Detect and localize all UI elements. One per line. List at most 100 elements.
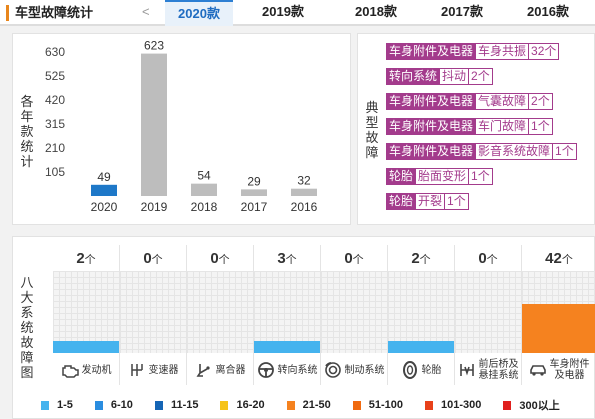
fault-name: 车身共振 [476, 43, 530, 60]
fault-item[interactable]: 轮胎 胎面变形 1个 [386, 168, 577, 185]
header: 车型故障统计 < 2020款 2019款 2018款 2017款 2016款 [0, 0, 595, 26]
system-count-unit: 个 [84, 254, 96, 266]
y-tick-label: 315 [45, 117, 65, 131]
x-tick-label: 2016 [291, 200, 318, 214]
fault-item[interactable]: 轮胎 开裂 1个 [386, 193, 577, 210]
bar-2019[interactable] [141, 53, 167, 196]
tab-2017[interactable]: 2017款 [441, 4, 483, 19]
system-label: 前后桥及 悬挂系统 [455, 355, 521, 385]
system-count: 2个 [53, 245, 119, 271]
legend-label: 1-5 [57, 399, 73, 411]
x-tick-label: 2019 [141, 200, 168, 214]
fault-item[interactable]: 转向系统 抖动 2个 [386, 68, 577, 85]
system-label: 离合器 [187, 355, 253, 385]
system-label-text: 变速器 [148, 364, 179, 376]
system-count: 2个 [388, 245, 454, 271]
gear-shift-icon [128, 361, 146, 379]
fault-name: 影音系统故障 [476, 143, 554, 160]
x-tick-label: 2017 [241, 200, 268, 214]
system-column[interactable]: 0个 制动系统 [321, 245, 388, 385]
system-count-value: 2 [411, 250, 420, 267]
system-count-unit: 个 [151, 254, 163, 266]
system-column[interactable]: 0个离合器 [187, 245, 254, 385]
system-label-text: 离合器 [215, 364, 246, 376]
system-count: 0个 [455, 245, 521, 271]
yearly-side-label: 各年款统计 [20, 94, 34, 169]
system-level-area [455, 271, 521, 353]
system-level-fill [254, 340, 320, 353]
bar-2017[interactable] [241, 189, 267, 196]
system-column[interactable]: 42个 车身附件 及电器 [522, 245, 595, 385]
fault-item[interactable]: 车身附件及电器 气囊故障 2个 [386, 93, 577, 110]
legend-swatch [154, 400, 163, 410]
y-tick-label: 630 [45, 45, 65, 59]
system-count-value: 0 [143, 250, 152, 267]
system-count-unit: 个 [561, 254, 573, 266]
fault-count: 2个 [529, 93, 553, 110]
legend-label: 6-10 [110, 399, 133, 411]
car-body-icon [529, 361, 547, 379]
system-column[interactable]: 0个变速器 [120, 245, 187, 385]
typical-faults-panel: 典型故障 车身附件及电器 车身共振 32个 转向系统 抖动 2个 车身附件及电器 气囊故障 2个… [357, 33, 595, 225]
system-label: 变速器 [120, 355, 186, 385]
x-tick-label: 2018 [191, 200, 218, 214]
fault-item[interactable]: 车身附件及电器 影音系统故障 1个 [386, 143, 577, 160]
fault-count: 32个 [529, 43, 560, 60]
fault-item[interactable]: 车身附件及电器 车门故障 1个 [386, 118, 577, 135]
fault-name: 抖动 [440, 68, 470, 85]
fault-name: 气囊故障 [476, 93, 530, 110]
fault-count: 1个 [529, 118, 553, 135]
system-label: 轮胎 [388, 355, 454, 385]
chevron-left-icon[interactable]: < [142, 4, 150, 19]
legend-item: 6-10 [94, 397, 133, 413]
system-count-value: 2 [76, 250, 85, 267]
system-count-unit: 个 [218, 254, 230, 266]
y-tick-label: 420 [45, 93, 65, 107]
system-level-area [522, 271, 595, 353]
fault-category: 车身附件及电器 [386, 118, 477, 135]
system-level-fill [522, 303, 595, 353]
legend-item: 101-300 [425, 397, 481, 413]
fault-count: 1个 [469, 168, 493, 185]
system-column[interactable]: 2个轮胎 [388, 245, 455, 385]
system-count-value: 0 [210, 250, 219, 267]
bar-2018[interactable] [191, 183, 217, 196]
tab-2016[interactable]: 2016款 [527, 4, 569, 19]
systems-side-label: 八大系统故障图 [20, 275, 34, 380]
system-level-area [187, 271, 253, 353]
system-count-value: 0 [478, 250, 487, 267]
system-label: 车身附件 及电器 [522, 355, 595, 385]
legend-item: 16-20 [220, 397, 265, 413]
legend-swatch [94, 400, 103, 410]
tire-icon [401, 361, 419, 379]
fault-category: 车身附件及电器 [386, 143, 477, 160]
clutch-pedal-icon [195, 361, 213, 379]
system-label: 转向系统 [254, 355, 320, 385]
fault-item[interactable]: 车身附件及电器 车身共振 32个 [386, 43, 577, 60]
tab-2020[interactable]: 2020款 [165, 0, 233, 26]
engine-icon [61, 361, 79, 379]
bar-value-label: 29 [247, 174, 261, 188]
fault-category: 转向系统 [386, 68, 441, 85]
system-column[interactable]: 3个 转向系统 [254, 245, 321, 385]
bar-2016[interactable] [291, 188, 317, 196]
system-count: 0个 [187, 245, 253, 271]
yearly-bar-chart: 105 210 315 420 525 630 49 2020 623 2019 54 2018 29 2… [45, 39, 318, 214]
legend-swatch [352, 400, 361, 410]
systems-grid: 2个 发动机 0个 变速器 0个 离合器 3个 转向系统 0个 制动系统 2个 轮胎 0个 前后桥及 悬挂系… [53, 245, 595, 385]
bar-2020[interactable] [91, 184, 117, 196]
bar-value-label: 54 [197, 169, 211, 183]
legend-swatch [425, 400, 434, 410]
legend-swatch [220, 400, 229, 410]
system-column[interactable]: 2个 发动机 [53, 245, 120, 385]
legend-item: 1-5 [41, 397, 73, 413]
system-count-unit: 个 [352, 254, 364, 266]
tab-2019[interactable]: 2019款 [262, 4, 304, 19]
system-level-area [321, 271, 387, 353]
tab-2018[interactable]: 2018款 [355, 4, 397, 19]
system-label-text: 车身附件 及电器 [549, 359, 590, 381]
systems-panel: 八大系统故障图 2个 发动机 0个 变速器 0个 离合器 3个 转向系统 0个 制动系统 2个 轮胎 0… [12, 236, 595, 419]
steering-wheel-icon [257, 361, 275, 379]
legend-label: 300以上 [519, 400, 560, 412]
system-column[interactable]: 0个前后桥及 悬挂系统 [455, 245, 522, 385]
